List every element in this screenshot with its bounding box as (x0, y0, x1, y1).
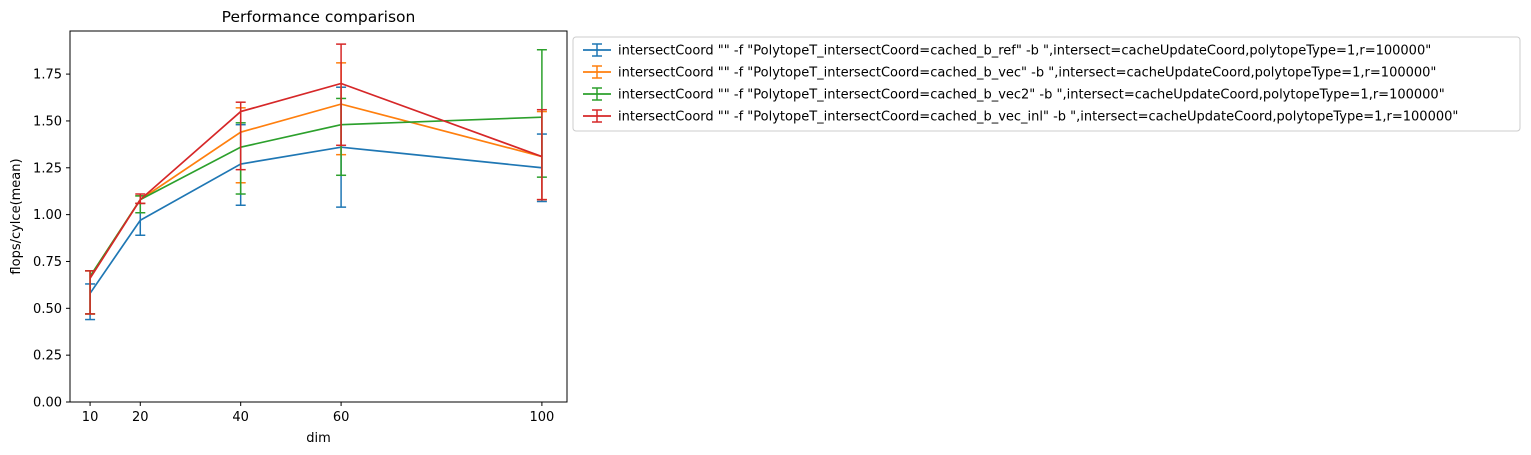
legend-label: intersectCoord "" -f "PolytopeT_intersec… (618, 110, 1458, 125)
legend: intersectCoord "" -f "PolytopeT_intersec… (572, 36, 1521, 132)
series-1 (85, 86, 547, 321)
x-tick-label: 100 (529, 410, 554, 425)
chart-title: Performance comparison (222, 8, 416, 26)
legend-label: intersectCoord "" -f "PolytopeT_intersec… (618, 44, 1431, 59)
x-tick-label: 20 (132, 410, 149, 425)
x-tick-label: 40 (232, 410, 249, 425)
series-line (89, 116, 542, 277)
series-4 (85, 43, 547, 315)
ticks-layer: 10 20 40 60 100 0.00 0.25 0.50 0.75 1.00 1.25 1.50 1… (33, 68, 554, 425)
y-tick-label: 1.50 (33, 114, 62, 129)
plot-frame (69, 30, 568, 403)
series-line (89, 82, 543, 279)
series-layer (85, 43, 547, 321)
y-tick-label: 0.75 (33, 255, 62, 270)
legend-box (572, 36, 1521, 132)
y-tick-label: 0.00 (33, 396, 62, 411)
y-tick-label: 1.25 (33, 161, 62, 176)
y-tick-label: 0.25 (33, 349, 62, 364)
y-tick-label: 1.00 (33, 208, 62, 223)
x-tick-label: 60 (333, 410, 350, 425)
legend-label: intersectCoord "" -f "PolytopeT_intersec… (618, 66, 1436, 81)
y-tick-label: 0.50 (33, 302, 62, 317)
series-3 (85, 48, 547, 315)
series-line (89, 146, 542, 294)
legend-label: intersectCoord "" -f "PolytopeT_intersec… (618, 88, 1445, 103)
y-tick-label: 1.75 (33, 68, 62, 83)
y-axis-title: flops/cylce(mean) (9, 158, 24, 274)
x-tick-label: 10 (82, 410, 99, 425)
x-axis-title: dim (306, 431, 331, 446)
